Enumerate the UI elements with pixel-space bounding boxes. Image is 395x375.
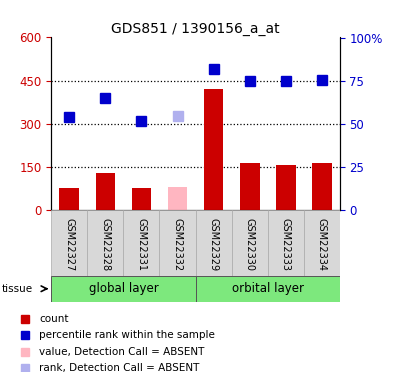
Bar bbox=[304, 210, 340, 276]
Bar bbox=[123, 210, 160, 276]
Bar bbox=[204, 89, 224, 210]
Text: GSM22333: GSM22333 bbox=[280, 218, 291, 271]
Text: GSM22329: GSM22329 bbox=[209, 218, 218, 271]
Bar bbox=[60, 188, 79, 210]
Bar bbox=[267, 210, 304, 276]
Text: value, Detection Call = ABSENT: value, Detection Call = ABSENT bbox=[40, 346, 205, 357]
Text: GSM22332: GSM22332 bbox=[173, 218, 182, 271]
Bar bbox=[240, 163, 260, 210]
Bar bbox=[196, 276, 340, 302]
Text: GSM22331: GSM22331 bbox=[136, 218, 147, 271]
Bar bbox=[312, 163, 331, 210]
Text: count: count bbox=[40, 314, 69, 324]
Bar bbox=[96, 172, 115, 210]
Text: orbital layer: orbital layer bbox=[231, 282, 304, 295]
Text: percentile rank within the sample: percentile rank within the sample bbox=[40, 330, 215, 340]
Title: GDS851 / 1390156_a_at: GDS851 / 1390156_a_at bbox=[111, 22, 280, 36]
Bar bbox=[87, 210, 123, 276]
Text: GSM22330: GSM22330 bbox=[245, 218, 255, 271]
Bar bbox=[132, 188, 151, 210]
Bar bbox=[160, 210, 196, 276]
Text: GSM22334: GSM22334 bbox=[317, 218, 327, 271]
Bar bbox=[276, 165, 295, 210]
Text: tissue: tissue bbox=[2, 284, 33, 294]
Bar bbox=[196, 210, 231, 276]
Bar bbox=[167, 187, 187, 210]
Bar bbox=[51, 276, 196, 302]
Text: rank, Detection Call = ABSENT: rank, Detection Call = ABSENT bbox=[40, 363, 200, 373]
Text: global layer: global layer bbox=[88, 282, 158, 295]
Bar bbox=[51, 210, 87, 276]
Text: GSM22328: GSM22328 bbox=[100, 218, 111, 271]
Text: GSM22327: GSM22327 bbox=[64, 218, 74, 271]
Bar bbox=[231, 210, 267, 276]
